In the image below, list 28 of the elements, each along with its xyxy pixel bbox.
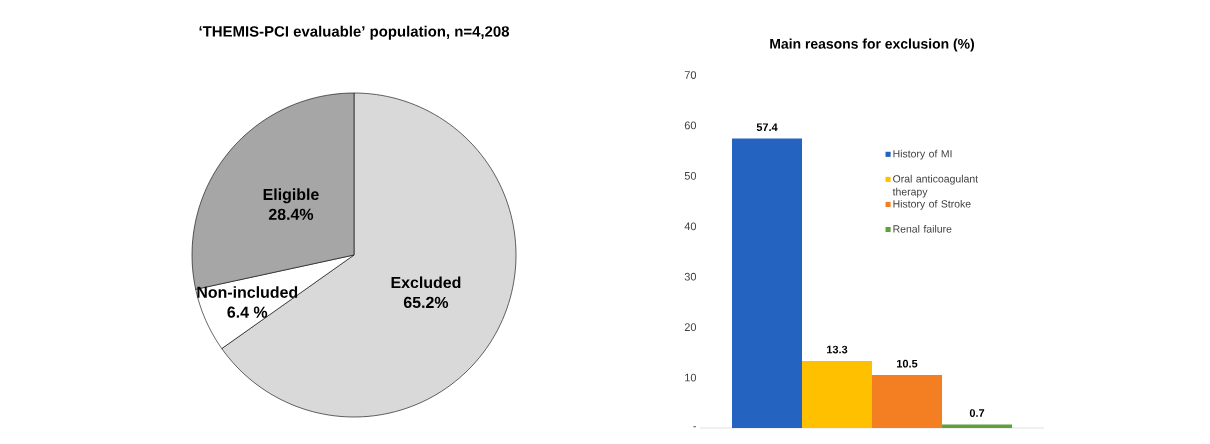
y-tick-label: 60 [684, 121, 697, 130]
bar [732, 138, 803, 428]
chart-title: ‘THEMIS-PCI evaluable’ population, n=4,208 [199, 25, 510, 40]
data-label: 13.3 [827, 345, 848, 354]
y-tick-label: 50 [684, 171, 697, 180]
bar [942, 424, 1013, 428]
data-label: 65.2% [403, 296, 449, 309]
bar [802, 360, 873, 428]
data-label: 6.4 % [227, 306, 268, 318]
y-tick-label: 40 [684, 222, 697, 231]
data-label: 57.4 [756, 123, 778, 132]
y-tick-label: - [693, 426, 696, 428]
slice-label: Eligible [263, 188, 319, 204]
legend-label: History of Stroke [893, 199, 971, 210]
y-tick-label: 30 [684, 272, 697, 281]
bar [872, 375, 943, 428]
chart-title: Main reasons for exclusion (%) [770, 38, 974, 52]
y-tick-label: 20 [684, 323, 697, 332]
slice-label: Non-included [197, 286, 298, 298]
y-tick-label: 10 [685, 373, 697, 382]
legend-label: Oral anticoagulant therapy [892, 174, 978, 198]
data-label: 10.5 [897, 359, 918, 368]
legend-label: Renal failure [893, 224, 952, 233]
data-label: 0.7 [969, 409, 985, 417]
slice-label: Excluded [391, 276, 461, 289]
data-label: 28.4% [268, 208, 314, 220]
legend-label: History of MI [893, 149, 952, 160]
y-tick-label: 70 [684, 71, 697, 79]
